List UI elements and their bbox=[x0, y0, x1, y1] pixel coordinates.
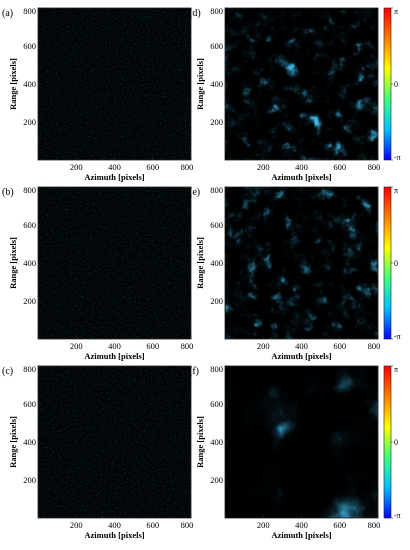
y-axis-label: Range [pixels] bbox=[8, 237, 18, 289]
colorbar: π 0 -π bbox=[383, 365, 401, 520]
x-tick-label: 200 bbox=[257, 162, 270, 172]
colorbar-tick-label: 0 bbox=[394, 80, 398, 89]
y-tick-label: 800 bbox=[23, 6, 36, 16]
panel-letter: (a) bbox=[2, 8, 13, 19]
y-tick-label: 200 bbox=[210, 296, 223, 306]
y-tick-label: 200 bbox=[210, 475, 223, 485]
y-tick-label: 600 bbox=[210, 220, 223, 230]
panel-letter: (e) bbox=[189, 187, 200, 198]
x-tick-label: 600 bbox=[146, 341, 159, 351]
phase-image bbox=[38, 8, 191, 160]
colorbar-tick-label: π bbox=[394, 365, 398, 374]
panel-a: 200 400 600 800 200 400 600 800 Azimuth [pixels]… bbox=[2, 6, 193, 182]
y-axis-label: Range [pixels] bbox=[195, 416, 205, 468]
colorbar-tick-label: π bbox=[394, 186, 398, 195]
y-tick-label: 400 bbox=[210, 79, 223, 89]
x-tick-label: 200 bbox=[70, 341, 83, 351]
x-tick-label: 400 bbox=[108, 341, 121, 351]
panel-letter: (d) bbox=[189, 8, 201, 19]
x-axis-label: Azimuth [pixels] bbox=[271, 530, 331, 540]
x-tick-label: 600 bbox=[146, 520, 159, 530]
y-tick-label: 600 bbox=[23, 41, 36, 51]
phase-image bbox=[225, 187, 378, 339]
y-tick-label: 600 bbox=[23, 220, 36, 230]
x-tick-label: 800 bbox=[368, 162, 381, 172]
colorbar-tick-label: -π bbox=[394, 511, 401, 520]
phase-image bbox=[38, 366, 191, 518]
panel-letter: (b) bbox=[2, 187, 14, 198]
x-tick-label: 800 bbox=[181, 162, 194, 172]
x-tick-label: 800 bbox=[181, 341, 194, 351]
x-tick-label: 600 bbox=[333, 341, 346, 351]
y-tick-label: 800 bbox=[210, 364, 223, 374]
phase-image bbox=[225, 8, 378, 160]
y-tick-label: 800 bbox=[210, 185, 223, 195]
y-axis-label: Range [pixels] bbox=[195, 237, 205, 289]
y-tick-label: 400 bbox=[210, 258, 223, 268]
x-tick-label: 400 bbox=[295, 341, 308, 351]
x-tick-label: 800 bbox=[368, 520, 381, 530]
x-tick-label: 400 bbox=[295, 520, 308, 530]
panel-letter: (c) bbox=[2, 366, 13, 377]
x-axis-label: Azimuth [pixels] bbox=[84, 530, 144, 540]
colorbar-tick-label: 0 bbox=[394, 438, 398, 447]
y-tick-label: 800 bbox=[23, 364, 36, 374]
x-tick-label: 800 bbox=[368, 341, 381, 351]
x-tick-label: 200 bbox=[70, 162, 83, 172]
panel-c: 200 400 600 800 200 400 600 800 Azimuth [pixels]… bbox=[2, 364, 193, 540]
colorbar: π 0 -π bbox=[383, 186, 401, 341]
colorbar: π 0 -π bbox=[383, 7, 401, 162]
x-tick-label: 400 bbox=[295, 162, 308, 172]
y-tick-label: 400 bbox=[23, 79, 36, 89]
y-tick-label: 400 bbox=[210, 437, 223, 447]
panel-b: 200 400 600 800 200 400 600 800 Azimuth [pixels]… bbox=[2, 185, 193, 361]
x-tick-label: 200 bbox=[70, 520, 83, 530]
y-tick-label: 800 bbox=[210, 6, 223, 16]
x-axis-label: Azimuth [pixels] bbox=[84, 351, 144, 361]
x-tick-label: 800 bbox=[181, 520, 194, 530]
phase-image bbox=[38, 187, 191, 339]
x-tick-label: 200 bbox=[257, 520, 270, 530]
x-axis-label: Azimuth [pixels] bbox=[271, 351, 331, 361]
panel-letter: (f) bbox=[189, 366, 199, 377]
y-tick-label: 800 bbox=[23, 185, 36, 195]
phase-image bbox=[225, 366, 378, 518]
y-tick-label: 200 bbox=[23, 117, 36, 127]
colorbar-tick-label: -π bbox=[394, 153, 401, 162]
panel-d: 200 400 600 800 200 400 600 800 Azimuth [pixels]… bbox=[189, 6, 401, 182]
panel-e: 200 400 600 800 200 400 600 800 Azimuth [pixels]… bbox=[189, 185, 401, 361]
y-tick-label: 600 bbox=[210, 399, 223, 409]
y-tick-label: 600 bbox=[23, 399, 36, 409]
x-tick-label: 400 bbox=[108, 162, 121, 172]
y-axis-label: Range [pixels] bbox=[195, 58, 205, 110]
x-tick-label: 200 bbox=[257, 341, 270, 351]
x-tick-label: 400 bbox=[108, 520, 121, 530]
x-tick-label: 600 bbox=[333, 162, 346, 172]
colorbar-tick-label: 0 bbox=[394, 259, 398, 268]
colorbar-tick-label: -π bbox=[394, 332, 401, 341]
x-axis-label: Azimuth [pixels] bbox=[84, 172, 144, 182]
x-axis-label: Azimuth [pixels] bbox=[271, 172, 331, 182]
colorbar-tick-label: π bbox=[394, 7, 398, 16]
x-tick-label: 600 bbox=[146, 162, 159, 172]
panel-f: 200 400 600 800 200 400 600 800 Azimuth [pixels]… bbox=[189, 364, 401, 540]
y-tick-label: 200 bbox=[23, 296, 36, 306]
y-tick-label: 400 bbox=[23, 258, 36, 268]
y-tick-label: 200 bbox=[210, 117, 223, 127]
y-tick-label: 200 bbox=[23, 475, 36, 485]
x-tick-label: 600 bbox=[333, 520, 346, 530]
y-tick-label: 400 bbox=[23, 437, 36, 447]
y-axis-label: Range [pixels] bbox=[8, 416, 18, 468]
y-axis-label: Range [pixels] bbox=[8, 58, 18, 110]
y-tick-label: 600 bbox=[210, 41, 223, 51]
